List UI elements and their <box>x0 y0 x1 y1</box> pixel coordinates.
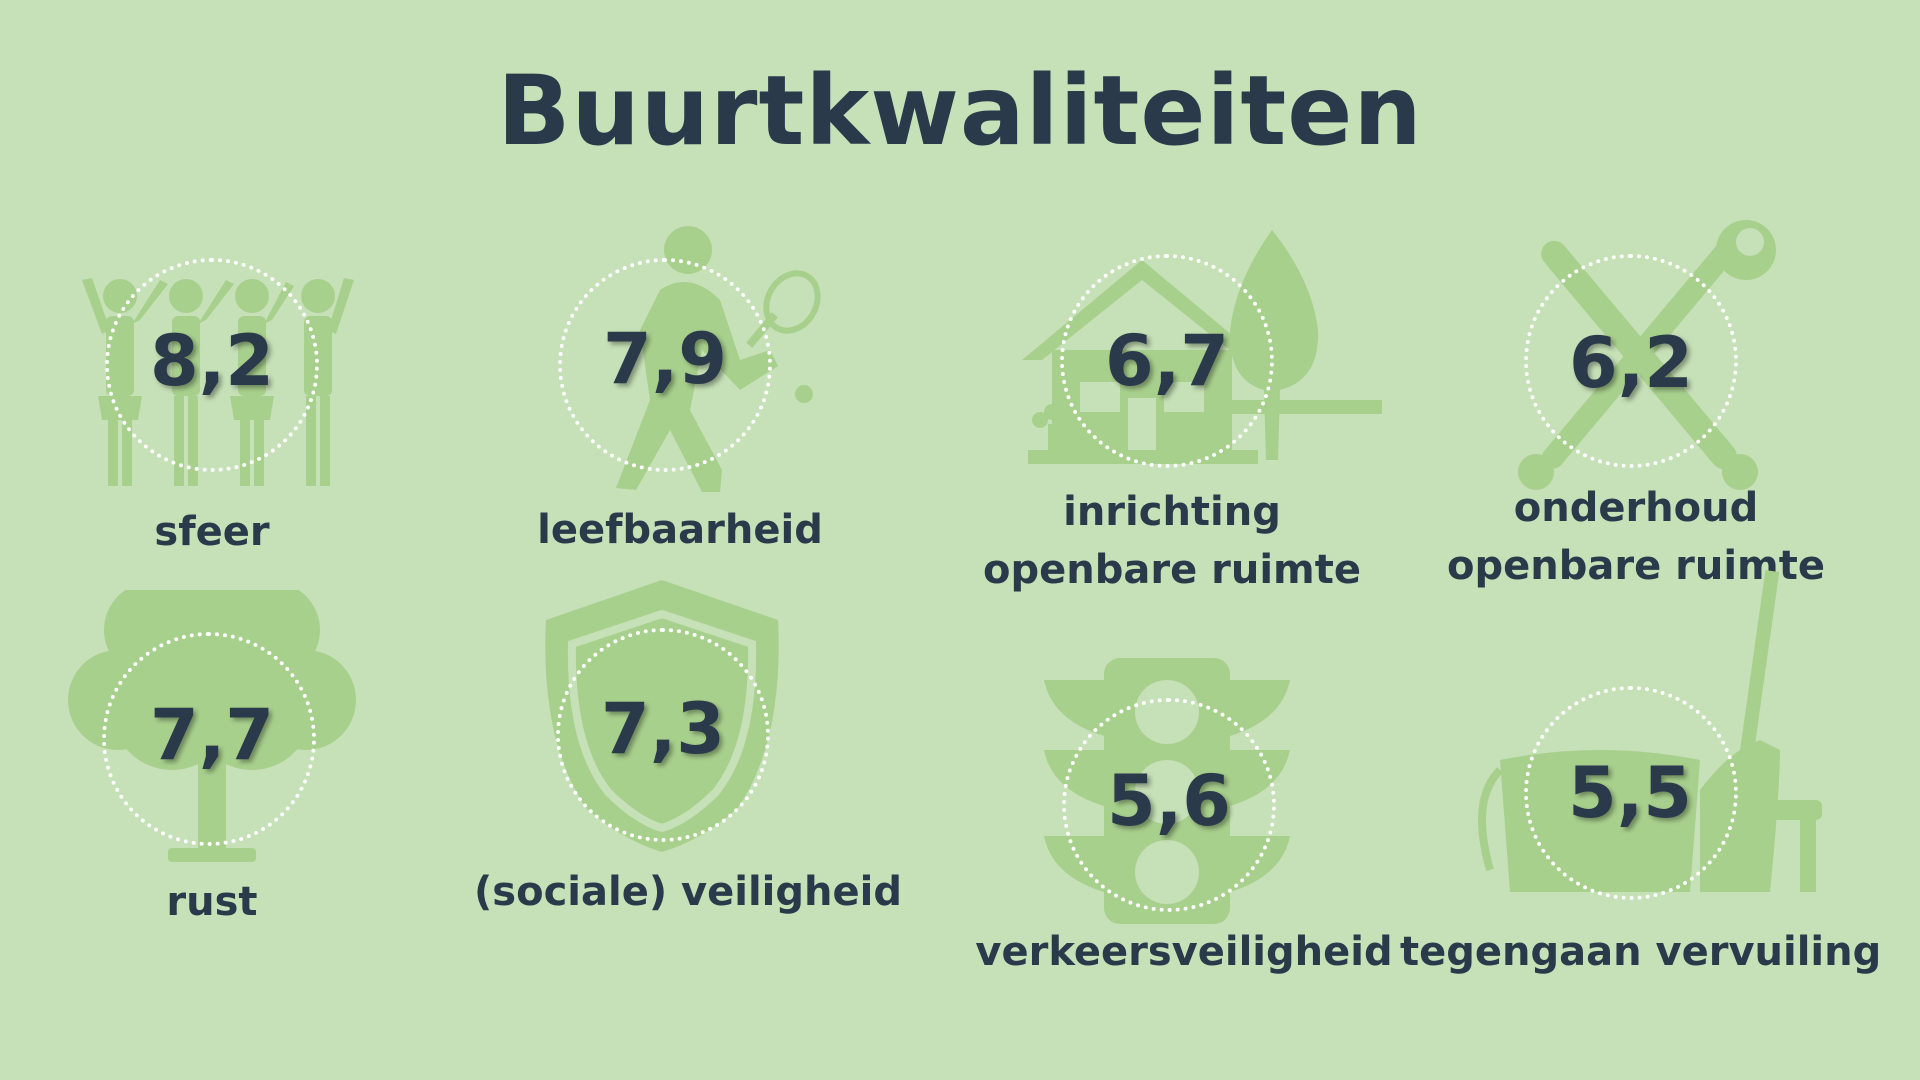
score-circle <box>102 632 316 846</box>
quality-rust: 7,7 rust <box>0 590 452 950</box>
label-line-1: sfeer <box>154 509 270 555</box>
score-circle <box>1524 686 1738 900</box>
label-line-1: onderhoud <box>1513 485 1759 531</box>
score-value: 8,2 <box>149 320 274 402</box>
label-line-2: openbare ruimte <box>983 547 1361 593</box>
score-circle <box>1524 254 1738 468</box>
quality-inrichting-openbare-ruimte: 6,7 inrichting openbare ruimte <box>932 220 1412 593</box>
label-line-1: (sociale) veiligheid <box>474 869 902 915</box>
label-line-1: rust <box>166 879 258 925</box>
score-circle <box>558 258 772 472</box>
quality-sociale-veiligheid: 7,3 (sociale) veiligheid <box>448 580 928 940</box>
quality-verkeersveiligheid: 5,6 verkeersveiligheid <box>944 640 1424 1000</box>
quality-sfeer: 8,2 sfeer <box>0 220 452 580</box>
label-line-1: inrichting <box>1063 489 1281 535</box>
label-line-2: openbare ruimte <box>1447 543 1825 589</box>
score-value: 5,6 <box>1106 760 1231 842</box>
score-value: 5,5 <box>1567 752 1692 834</box>
label-line-1: tegengaan vervuiling <box>1400 929 1882 975</box>
score-value: 7,7 <box>149 694 274 776</box>
score-value: 7,9 <box>602 318 727 400</box>
score-circle <box>1062 698 1276 912</box>
label-line-1: verkeersveiligheid <box>975 929 1393 975</box>
quality-onderhoud-openbare-ruimte: 6,2 onderhoud openbare ruimte <box>1396 220 1876 589</box>
score-circle <box>1060 254 1274 468</box>
quality-tegengaan-vervuiling: 5,5 tegengaan vervuiling <box>1400 540 1881 975</box>
score-circle <box>105 258 319 472</box>
score-value: 7,3 <box>600 688 725 770</box>
quality-leefbaarheid: 7,9 leefbaarheid <box>440 220 920 580</box>
score-circle <box>556 628 770 842</box>
page-title: Buurtkwaliteiten <box>497 55 1423 167</box>
score-value: 6,2 <box>1568 322 1693 404</box>
score-value: 6,7 <box>1104 320 1229 402</box>
label-line-1: leefbaarheid <box>537 507 823 553</box>
